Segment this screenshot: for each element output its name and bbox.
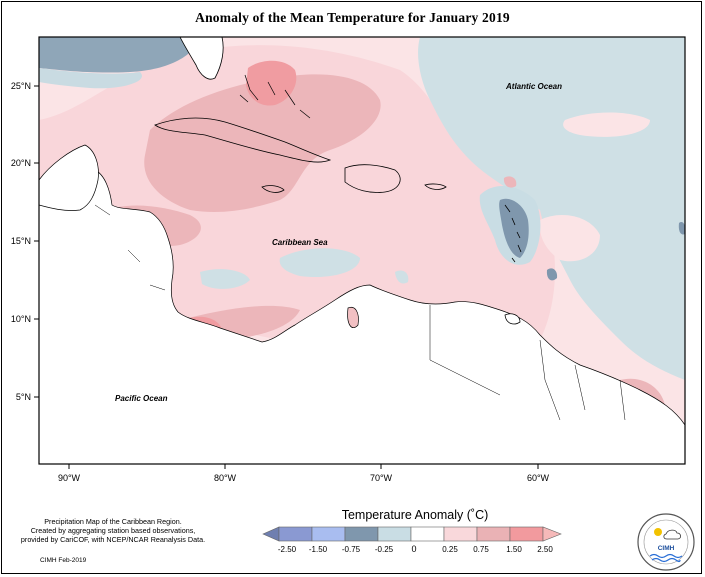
anomaly-region-cool-caribbean [279,248,360,278]
legend-swatch [278,526,313,542]
land-central-america [39,169,685,464]
lat-tick-label: 10°N [11,314,31,324]
anomaly-region-pink-patch-atlantic-2 [539,215,600,262]
lat-tick-label: 15°N [11,236,31,246]
label-atlantic-ocean: Atlantic Ocean [505,82,562,91]
label-caribbean-sea: Caribbean Sea [272,238,328,247]
legend-tick-label: -2.50 [278,545,297,554]
legend-tick-label: 0.25 [442,545,458,554]
land-puerto-rico [424,183,447,190]
anomaly-region-pink [144,74,381,212]
anomaly-region-cool-caribbean-2 [200,269,250,289]
legend-swatch [410,526,445,542]
land-bahamas [239,74,311,119]
lat-tick-label: 5°N [16,392,31,402]
credits-block: Precipitation Map of the Caribbean Regio… [18,517,208,544]
lon-tick-labels: 90°W 80°W 70°W 60°W [58,473,550,483]
anomaly-region-hot [246,60,297,106]
legend-tick-label: 2.50 [537,545,553,554]
land-cuba [154,117,332,163]
lat-tick-label: 20°N [11,158,31,168]
legend-tick-label: 1.50 [506,545,522,554]
anomaly-field [39,37,685,464]
legend-title: Temperature Anomaly (˚C) [341,508,489,522]
wave-icon [649,553,683,559]
anomaly-region-cold-antilles [499,198,529,258]
logo-text: CIMH [658,545,675,552]
anomaly-region-cool-gulf-light [39,68,142,89]
land-florida [179,37,224,80]
legend-swatch [311,526,346,542]
legend-swatch [509,526,544,542]
legend-tick-label: -0.75 [342,545,361,554]
legend-tick-label: 0.75 [473,545,489,554]
lat-ticks [34,85,39,398]
anomaly-region-cold-edge [678,222,685,235]
cimh-logo: CIMH [637,513,695,571]
map-border [38,36,686,465]
legend-swatch [542,526,562,542]
map-title: Anomaly of the Mean Temperature for Janu… [195,10,510,25]
land-hispaniola [344,164,401,193]
legend-tick-label: -1.50 [309,545,328,554]
lon-tick-label: 60°W [527,473,550,483]
lon-ticks [68,464,539,469]
land-jamaica [261,185,285,193]
cloud-icon [663,529,681,540]
land-lesser-antilles [504,204,522,263]
credits-line: Precipitation Map of the Caribbean Regio… [44,517,182,526]
credits-line: Created by aggregating station based obs… [30,526,196,535]
land-borders [94,204,626,421]
legend-tick-label: -0.25 [375,545,394,554]
sun-icon [654,528,662,536]
label-pacific-ocean: Pacific Ocean [115,394,168,403]
land-trinidad [504,313,521,325]
credits-line: provided by CariCOF, with NCEP/NCAR Rean… [20,535,206,544]
lat-tick-label: 25°N [11,81,31,91]
lon-tick-label: 70°W [370,473,393,483]
legend-swatch [377,526,412,542]
anomaly-region-cold-spot [546,268,558,281]
anomaly-region-cool-gulf [39,37,200,73]
anomaly-region-cool-caribbean-3 [395,270,409,284]
lake-maracaibo [347,306,359,329]
legend-colorbar [262,526,562,542]
credits-date: CIMH Feb-2019 [40,557,87,564]
legend-swatch [344,526,379,542]
anomaly-region-pink-patch-atlantic [563,112,650,137]
legend-tick-labels: -2.50 -1.50 -0.75 -0.25 0 0.25 0.75 1.50… [278,544,553,554]
legend-tick-label: 0 [411,544,416,554]
place-labels: Atlantic Ocean Caribbean Sea Pacific Oce… [115,82,562,403]
legend-swatch [476,526,511,542]
lat-tick-labels: 25°N 20°N 15°N 10°N 5°N [11,81,31,402]
legend-swatch [443,526,478,542]
lon-tick-label: 90°W [58,473,81,483]
lon-tick-label: 80°W [214,473,237,483]
anomaly-region-warm-spot [503,176,517,188]
legend-swatch [262,526,280,542]
land-yucatan [39,144,99,211]
